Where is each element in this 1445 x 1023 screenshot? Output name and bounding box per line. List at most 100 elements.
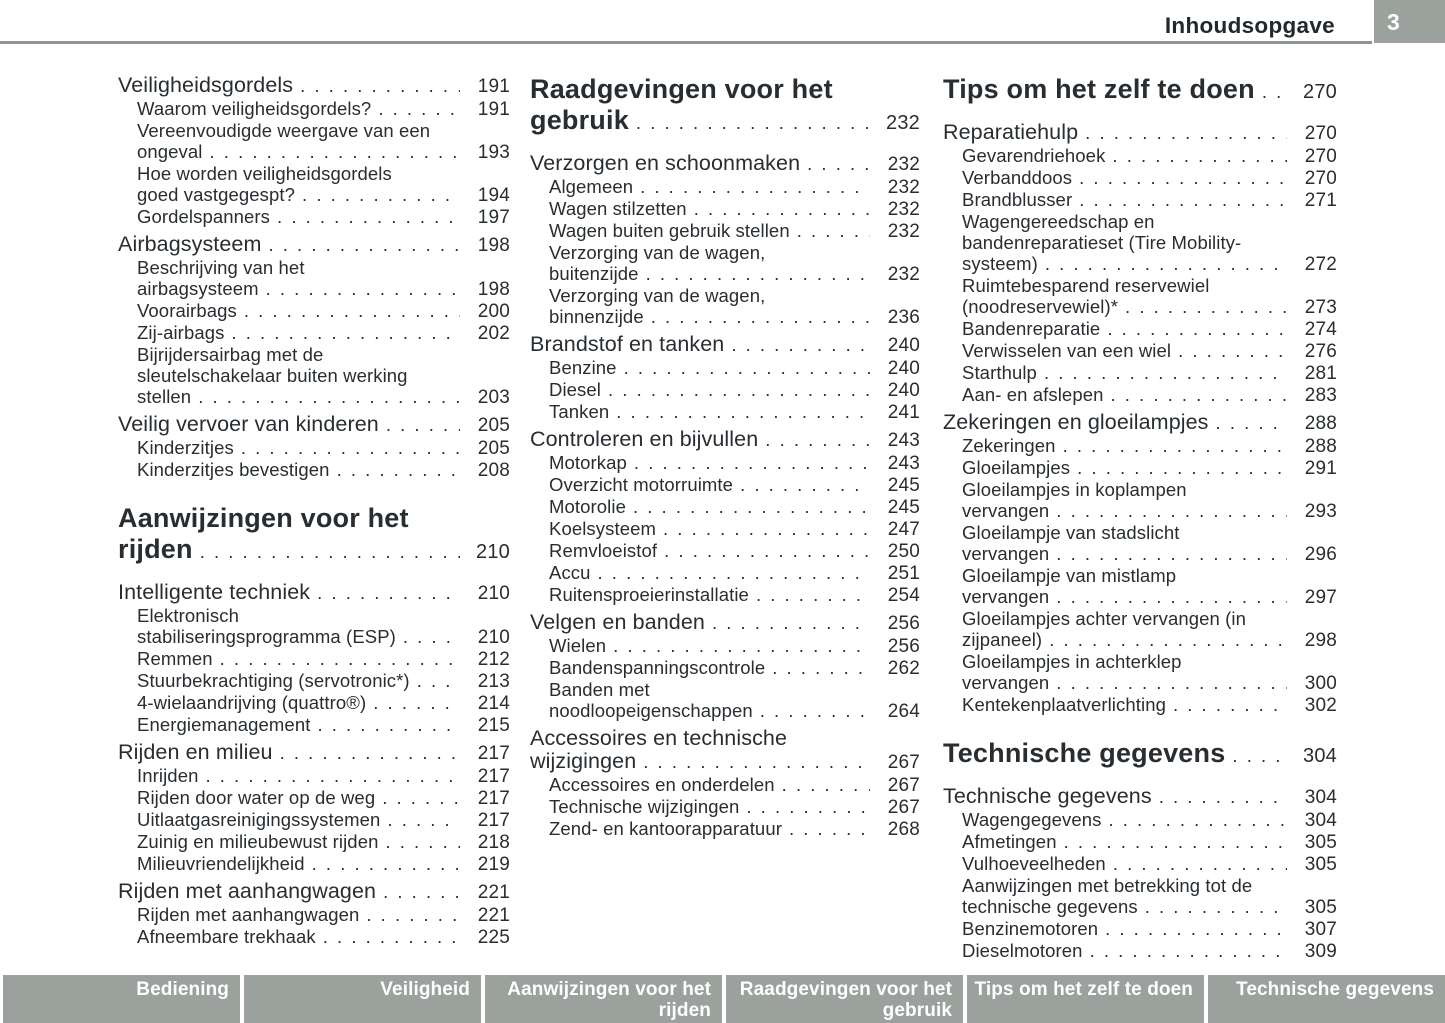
toc-entry-page: 217	[477, 810, 510, 831]
toc-entry-label: Voorairbags	[137, 300, 237, 321]
toc-item-entry: Ruitensproeierinstallatie 254	[530, 584, 920, 606]
toc-entry-page: 217	[477, 788, 510, 809]
toc-entry-label: Veilig vervoer van kinderen	[118, 412, 379, 436]
toc-item-entry: Gloeilampjes 291	[943, 457, 1337, 479]
toc-item-entry: Gevarendriehoek 270	[943, 145, 1337, 167]
toc-item-entry: Remmen 212	[118, 648, 510, 670]
toc-entry-label: Milieuvriendelijkheid	[137, 853, 305, 874]
dot-leader	[1108, 809, 1287, 830]
toc-entry-page: 273	[1304, 297, 1337, 318]
dot-leader	[417, 670, 460, 691]
dot-leader	[231, 322, 460, 343]
toc-entry-label: Zend- en kantoorapparatuur	[549, 818, 782, 839]
toc-entry-page: 304	[1303, 745, 1337, 767]
toc-entry-page: 270	[1304, 168, 1337, 189]
toc-entry-label: Afmetingen	[962, 831, 1057, 852]
toc-item-entry: Stuurbekrachtiging (servotronic*) 213	[118, 670, 510, 692]
toc-section-entry: Rijden met aanhangwagen 221	[118, 880, 510, 904]
toc-entry-page: 218	[477, 832, 510, 853]
toc-entry-label: Benzinemotoren	[962, 918, 1099, 939]
dot-leader	[269, 233, 461, 256]
toc-entry-page: 240	[887, 335, 920, 356]
toc-entry-label: Wielen	[549, 635, 607, 656]
toc-entry-label: (noodreservewiel)*	[962, 296, 1119, 317]
toc-entry-label: Brandblusser	[962, 189, 1073, 210]
toc-entry-label: bandenreparatieset (Tire Mobility-	[962, 232, 1242, 253]
dot-leader	[646, 263, 870, 284]
toc-item-entry: Gordelspanners 197	[118, 206, 510, 228]
toc-entry-label: Vulhoeveelheden	[962, 853, 1106, 874]
toc-entry-label: systeem)	[962, 253, 1038, 274]
toc-item-entry: Zekeringen 288	[943, 435, 1337, 457]
toc-entry-label: Rijden met aanhangwagen	[137, 904, 360, 925]
toc-item-entry: Milieuvriendelijkheid 219	[118, 853, 510, 875]
toc-entry-label: Kentekenplaatverlichting	[962, 694, 1166, 715]
toc-entry-page: 245	[887, 497, 920, 518]
toc-entry-page: 309	[1304, 941, 1337, 962]
toc-chapter-entry: Technische gegevens 304	[943, 738, 1337, 772]
toc-entry-label: Bandenspanningscontrole	[549, 657, 766, 678]
dot-leader	[373, 692, 460, 713]
toc-entry-label: Gloeilampjes in koplampen	[962, 479, 1187, 500]
toc-entry-label: Raadgevingen voor het	[530, 74, 833, 104]
toc-entry-page: 243	[887, 453, 920, 474]
dot-leader	[664, 540, 870, 561]
toc-entry-label: Gloeilampje van mistlamp	[962, 565, 1177, 586]
dot-leader	[756, 584, 870, 605]
dot-leader	[200, 536, 460, 567]
toc-entry-page: 217	[477, 766, 510, 787]
toc-entry-label: Aanwijzingen met betrekking tot de	[962, 875, 1253, 896]
toc-entry-label: vervangen	[962, 500, 1050, 521]
toc-entry-page: 304	[1304, 787, 1337, 808]
dot-leader	[651, 306, 870, 327]
toc-entry-page: 270	[1304, 123, 1337, 144]
dot-leader	[712, 611, 870, 634]
toc-entry-page: 194	[477, 185, 510, 206]
toc-entry-label: zijpaneel)	[962, 629, 1043, 650]
dot-leader	[1110, 384, 1287, 405]
toc-entry-label: Technische wijzigingen	[549, 796, 740, 817]
toc-entry-label: Gordelspanners	[137, 206, 271, 227]
toc-entry-label: Gloeilampjes	[962, 457, 1071, 478]
toc-entry-page: 300	[1304, 673, 1337, 694]
dot-leader	[598, 562, 870, 583]
dot-leader	[337, 459, 460, 480]
toc-entry-page: 251	[887, 563, 920, 584]
dot-leader	[1063, 435, 1287, 456]
toc-entry-label: Kinderzitjes bevestigen	[137, 459, 330, 480]
dot-leader	[317, 714, 460, 735]
toc-entry-label: Inrijden	[137, 765, 199, 786]
dot-leader	[1045, 253, 1287, 274]
dot-leader	[765, 428, 870, 451]
dot-leader	[280, 741, 460, 764]
toc-entry-label: Gloeilampje van stadslicht	[962, 522, 1180, 543]
toc-entry-label: stellen	[137, 386, 192, 407]
toc-entry-page: 193	[477, 142, 510, 163]
toc-entry-page: 210	[477, 627, 510, 648]
toc-entry-label: Verbanddoos	[962, 167, 1073, 188]
dot-leader	[220, 648, 460, 669]
dot-leader	[760, 700, 870, 721]
toc-entry-page: 302	[1304, 695, 1337, 716]
toc-entry-page: 198	[477, 235, 510, 256]
toc-entry-page: 245	[887, 475, 920, 496]
toc-item-entry: Zij-airbags 202	[118, 322, 510, 344]
footer-tab-technische-gegevens: Technische gegevens	[1208, 975, 1445, 1023]
dot-leader	[1044, 362, 1287, 383]
toc-entry-label: Bandenreparatie	[962, 318, 1101, 339]
toc-column-1: Veiligheidsgordels191Waarom veiligheidsg…	[118, 74, 510, 949]
toc-entry-page: 305	[1304, 897, 1337, 918]
dot-leader	[1216, 411, 1287, 434]
toc-entry-page: 241	[887, 402, 920, 423]
toc-entry-label: Wagen stilzetten	[549, 198, 687, 219]
footer-tab-veiligheid: Veiligheid	[244, 975, 481, 1023]
toc-entry-label: Rijden door water op de weg	[137, 787, 376, 808]
dot-leader	[312, 853, 460, 874]
dot-leader	[266, 278, 460, 299]
toc-entry-page: 267	[887, 752, 920, 773]
toc-entry-label: Motorolie	[549, 496, 626, 517]
dot-leader	[385, 831, 460, 852]
